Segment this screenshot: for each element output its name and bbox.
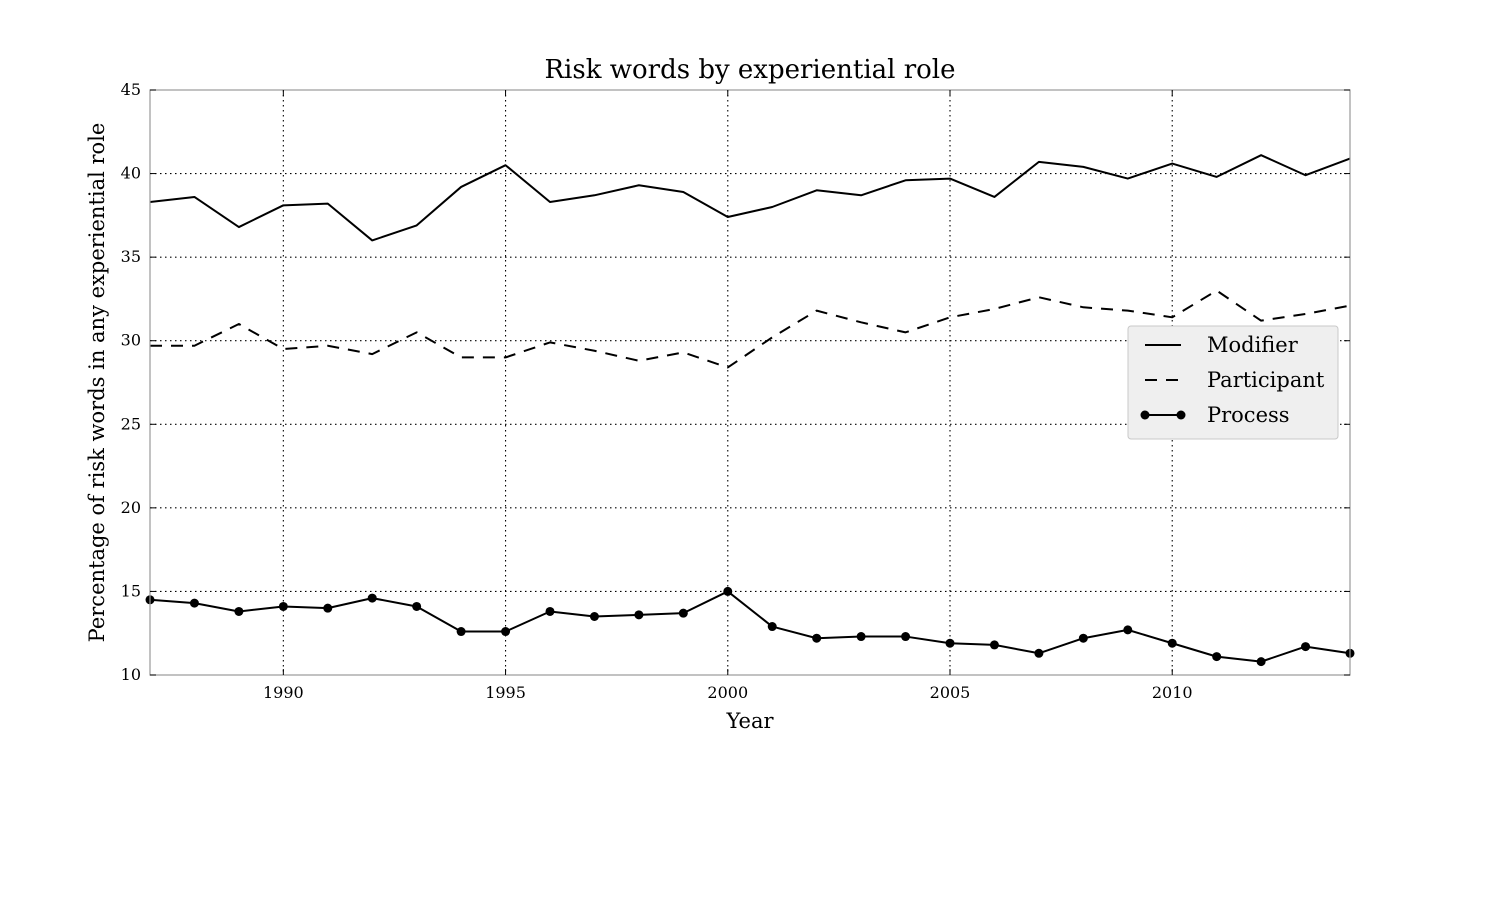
x-tick-label: 1990 bbox=[263, 683, 304, 702]
process-data-point bbox=[767, 622, 777, 632]
process-data-point bbox=[545, 606, 555, 616]
y-tick-label: 40 bbox=[121, 164, 141, 183]
process-data-point bbox=[945, 638, 955, 648]
process-data-point bbox=[1256, 657, 1266, 667]
process-data-point bbox=[812, 633, 822, 643]
process-data-point bbox=[189, 598, 199, 608]
process-data-point bbox=[989, 640, 999, 650]
y-tick-label: 10 bbox=[121, 665, 141, 684]
legend-label-participant: Participant bbox=[1207, 368, 1325, 392]
y-tick-label: 20 bbox=[121, 498, 141, 517]
grid-lines bbox=[150, 89, 1350, 676]
y-axis-label: Percentage of risk words in any experien… bbox=[85, 123, 109, 643]
legend-marker-process bbox=[1176, 410, 1186, 420]
y-tick-label: 45 bbox=[121, 80, 141, 99]
process-data-point bbox=[278, 601, 288, 611]
legend-marker-process bbox=[1140, 410, 1150, 420]
process-data-point bbox=[1034, 648, 1044, 658]
chart-title: Risk words by experiential role bbox=[544, 55, 955, 85]
x-axis-label: Year bbox=[725, 709, 774, 733]
plot-area-frame bbox=[149, 89, 1351, 676]
process-data-point bbox=[412, 601, 422, 611]
process-data-point bbox=[234, 606, 244, 616]
process-data-point bbox=[589, 612, 599, 621]
process-data-point bbox=[1123, 625, 1133, 635]
process-data-point bbox=[634, 610, 644, 620]
x-tick-label: 2000 bbox=[707, 683, 748, 702]
y-tick-label: 15 bbox=[121, 581, 141, 600]
x-tick-label: 2005 bbox=[930, 683, 971, 702]
process-series-line bbox=[149, 590, 1351, 663]
process-data-point bbox=[1301, 642, 1311, 652]
process-data-point bbox=[901, 632, 911, 642]
process-data-point bbox=[501, 627, 511, 637]
process-data-point bbox=[1078, 633, 1088, 643]
legend-label-process: Process bbox=[1207, 403, 1290, 427]
y-tick-label: 30 bbox=[121, 331, 141, 350]
process-data-point bbox=[367, 593, 377, 603]
y-tick-label: 35 bbox=[121, 247, 141, 266]
x-tick-label: 1995 bbox=[485, 683, 526, 702]
process-data-point bbox=[723, 586, 733, 596]
legend-label-modifier: Modifier bbox=[1207, 333, 1299, 357]
legend: Modifier Participant Process bbox=[1127, 325, 1339, 440]
process-data-point bbox=[456, 627, 466, 637]
process-data-point bbox=[678, 608, 688, 618]
process-data-point bbox=[1212, 652, 1222, 662]
x-tick-label: 2010 bbox=[1152, 683, 1193, 702]
modifier-series-line bbox=[149, 154, 1351, 242]
process-data-point bbox=[323, 603, 333, 613]
y-tick-label: 25 bbox=[121, 414, 141, 433]
participant-series-line bbox=[150, 289, 1351, 369]
process-data-point bbox=[1167, 638, 1177, 648]
process-data-point bbox=[856, 632, 866, 642]
